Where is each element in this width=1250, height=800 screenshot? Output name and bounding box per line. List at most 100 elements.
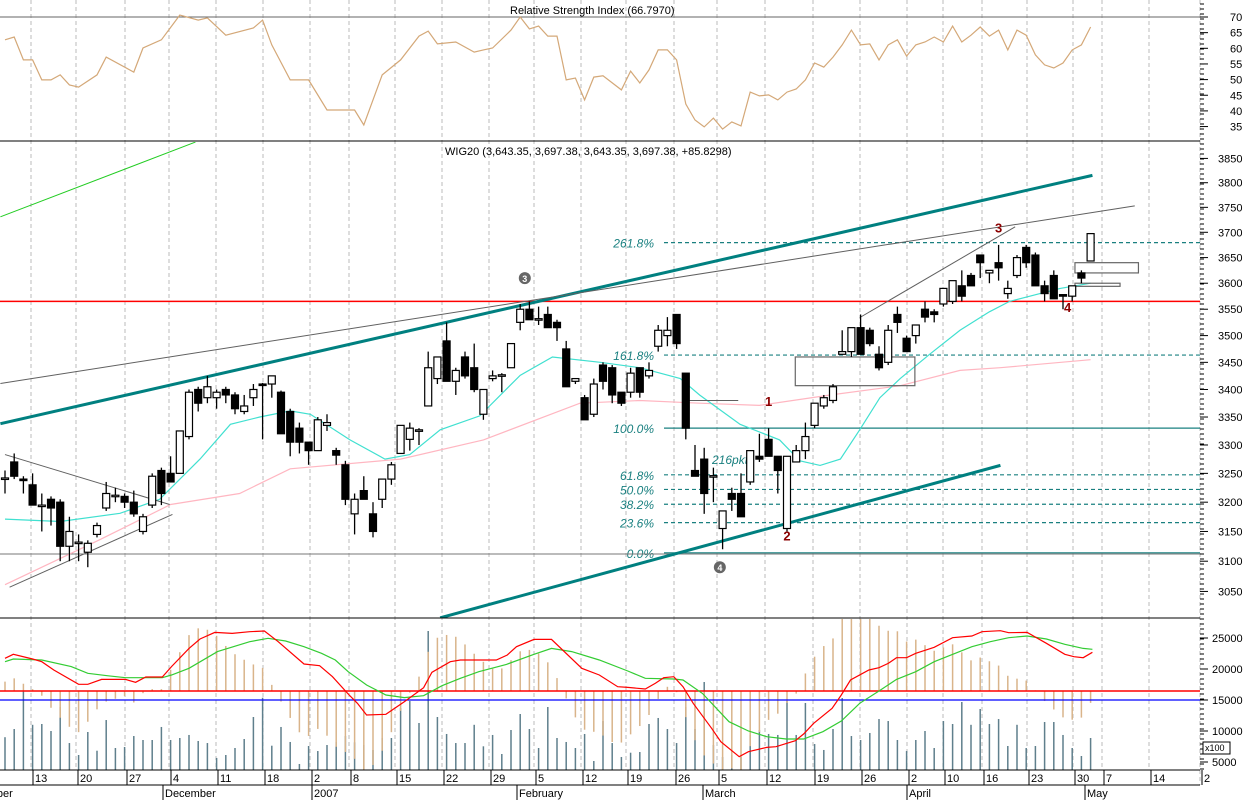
candle	[157, 467, 166, 506]
week-label: 23	[1031, 773, 1043, 785]
candle	[773, 455, 782, 494]
candle-body-down	[635, 367, 644, 393]
candle-body-down	[1077, 272, 1086, 279]
candle-body-up	[1012, 256, 1022, 277]
candle-body-up	[212, 391, 221, 399]
candle-body-down	[700, 458, 709, 495]
green-trend-trendline	[0, 142, 196, 218]
circle-marker-label: 3	[522, 274, 527, 284]
candle	[203, 375, 212, 404]
candle-body-down	[221, 388, 230, 396]
candle-body-up	[516, 308, 525, 323]
candle-body-down	[681, 372, 690, 429]
gray-long-trendline	[0, 205, 1135, 384]
week-label: 2	[314, 773, 320, 785]
candle	[368, 502, 378, 538]
candle	[552, 319, 562, 341]
price-tick-label: 3550	[1218, 304, 1242, 316]
candle	[194, 386, 203, 412]
axes: 13 20 27 4 11 18 2 8 15 22 29 5 12 19 26 5 12 19 26 2 10 16 23…	[0, 3, 1243, 800]
fib-level-label: 161.8%	[613, 349, 654, 363]
range-box	[1074, 262, 1140, 274]
candle-body-down	[194, 388, 203, 404]
candle-body-up	[0, 477, 10, 481]
candle	[405, 422, 414, 451]
week-label: 13	[35, 773, 47, 785]
candle	[966, 272, 976, 287]
range-box	[1074, 282, 1121, 287]
price-tick-label: 3450	[1218, 357, 1242, 369]
price-tick-label: 3350	[1218, 412, 1242, 424]
candle-body-up	[847, 327, 856, 353]
candle	[690, 444, 700, 477]
rsi-panel	[0, 14, 1200, 130]
wave3-line-trendline	[859, 226, 1016, 319]
candle	[295, 422, 304, 454]
candle-body-up	[249, 388, 258, 399]
candle	[930, 309, 939, 323]
candle-body-down	[920, 308, 930, 318]
candle	[102, 481, 111, 511]
candle-body-up	[654, 329, 663, 347]
candle	[267, 375, 276, 398]
candle	[810, 402, 819, 429]
candle-body-up	[792, 450, 801, 463]
candle-body-down	[304, 441, 313, 452]
candle-body-down	[902, 337, 911, 353]
candle	[580, 394, 589, 421]
month-label: March	[705, 788, 736, 800]
month-label: November	[0, 788, 13, 800]
week-label: 7	[1106, 773, 1112, 785]
rsi-tick-label: 60	[1230, 43, 1242, 55]
candle-body-up	[810, 402, 819, 426]
candle-body-up	[387, 464, 396, 480]
candle	[911, 324, 920, 344]
wave-label: 4	[1064, 300, 1072, 315]
candle-body-up	[396, 424, 405, 455]
candle	[1086, 233, 1095, 262]
candle	[718, 510, 727, 550]
candle	[249, 384, 258, 406]
candle	[516, 303, 525, 331]
candle-body-up	[663, 329, 672, 337]
unit-label: x100	[1205, 743, 1225, 753]
candle-body-down	[598, 364, 608, 382]
candle-body-up	[985, 269, 994, 274]
week-label: 19	[817, 773, 829, 785]
wave-circle-marker: 3	[518, 272, 531, 285]
month-label: May	[1087, 788, 1108, 800]
candle-body-up	[1086, 233, 1095, 262]
rsi-tick-label: 35	[1230, 122, 1242, 134]
candle	[378, 478, 387, 509]
candle-body-up	[1068, 285, 1077, 297]
candle-body-up	[801, 435, 810, 452]
lower-channel-trendline	[439, 463, 1001, 618]
candle-body-up	[571, 377, 580, 382]
candle-body-down	[442, 340, 451, 382]
price-tick-label: 3100	[1218, 556, 1242, 568]
candle	[359, 476, 368, 500]
candle-body-up	[479, 388, 488, 415]
candle-body-down	[120, 495, 129, 503]
candle	[129, 490, 138, 517]
candle-body-up	[644, 369, 654, 377]
candle	[755, 433, 764, 462]
range-box	[794, 356, 916, 387]
circle-icon	[713, 561, 726, 574]
candle-body-down	[1022, 246, 1031, 264]
candle-body-up	[138, 516, 148, 533]
candle	[939, 287, 948, 307]
candle-body-up	[83, 542, 92, 553]
fast-oscillator-line	[4, 630, 1093, 758]
oscillator-volume-panel	[0, 619, 1200, 770]
candle	[46, 496, 56, 526]
candle	[663, 317, 672, 347]
week-label: 8	[353, 773, 359, 785]
candle	[304, 441, 313, 465]
candle-body-up	[718, 510, 727, 530]
grid	[30, 0, 1201, 785]
candle	[525, 301, 534, 321]
rsi-tick-label: 55	[1230, 59, 1242, 71]
candle-body-down	[286, 410, 295, 443]
candle	[985, 269, 994, 284]
